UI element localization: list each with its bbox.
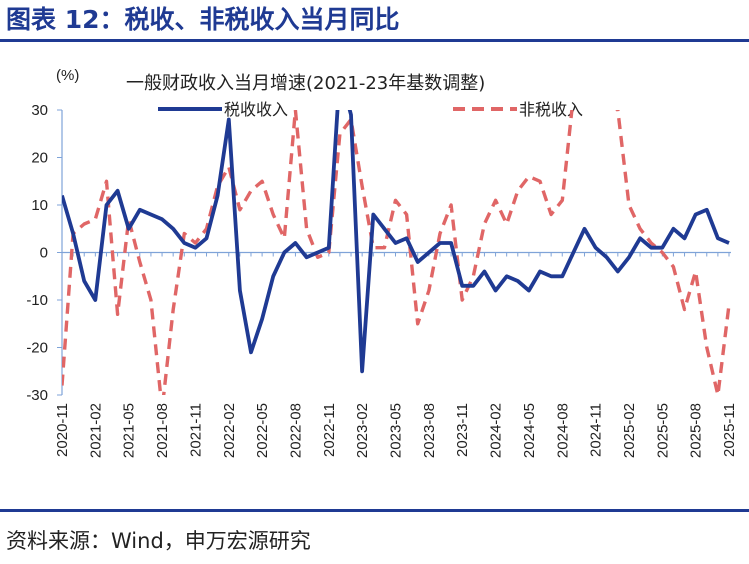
x-tick-label: 2024-02 (488, 403, 505, 458)
x-tick-label: 2025-08 (688, 403, 705, 458)
series-line-nontax (62, 110, 731, 395)
y-tick-label: -30 (26, 387, 48, 404)
figure-title: 图表 12：税收、非税收入当月同比 (6, 5, 400, 34)
x-tick-label: 2021-11 (187, 403, 204, 457)
x-tick-label: 2023-08 (421, 403, 438, 458)
x-tick-label: 2024-08 (554, 403, 571, 458)
x-tick-label: 2023-02 (354, 403, 371, 458)
y-tick-label: 20 (31, 150, 48, 167)
legend-label-tax: 税收收入 (224, 100, 288, 119)
x-tick-label: 2024-11 (588, 403, 605, 457)
y-axis-unit: (%) (56, 67, 79, 84)
y-tick-label: 10 (31, 197, 48, 214)
x-tick-label: 2020-11 (54, 403, 71, 457)
x-tick-label: 2023-05 (388, 403, 405, 458)
legend-label-nontax: 非税收入 (519, 100, 583, 119)
line-chart: (%) 一般财政收入当月增速(2021-23年基数调整) 税收收入 非税收入 3… (26, 67, 738, 458)
x-tick-label: 2023-11 (454, 403, 471, 457)
legend: 税收收入 非税收入 (158, 100, 583, 119)
x-axis: 2020-11 2021-02 2021-05 2021-08 2021-11 2022-… (54, 251, 738, 458)
x-tick-label: 2022-05 (254, 403, 271, 458)
source-note: 资料来源：Wind，申万宏源研究 (6, 529, 311, 553)
footer-rule (0, 509, 749, 512)
y-axis: 30 20 10 0 -10 -20 -30 (26, 102, 63, 404)
y-tick-label: 0 (40, 245, 48, 262)
x-tick-label: 2025-11 (721, 403, 738, 457)
x-tick-label: 2021-08 (154, 403, 171, 458)
x-tick-label: 2025-05 (654, 403, 671, 458)
x-tick-label: 2022-11 (321, 403, 338, 457)
x-tick-label: 2025-02 (621, 403, 638, 458)
chart-title: 一般财政收入当月增速(2021-23年基数调整) (126, 73, 485, 94)
y-tick-label: -10 (26, 292, 48, 309)
x-tick-label: 2022-02 (221, 403, 238, 458)
y-tick-label: 30 (31, 102, 48, 119)
x-tick-label: 2021-05 (121, 403, 138, 458)
x-tick-label: 2021-02 (87, 403, 104, 458)
title-rule (0, 39, 749, 42)
x-tick-label: 2024-05 (521, 403, 538, 458)
y-tick-label: -20 (26, 340, 48, 357)
x-tick-label: 2022-08 (287, 403, 304, 458)
series-line-tax (62, 110, 730, 374)
